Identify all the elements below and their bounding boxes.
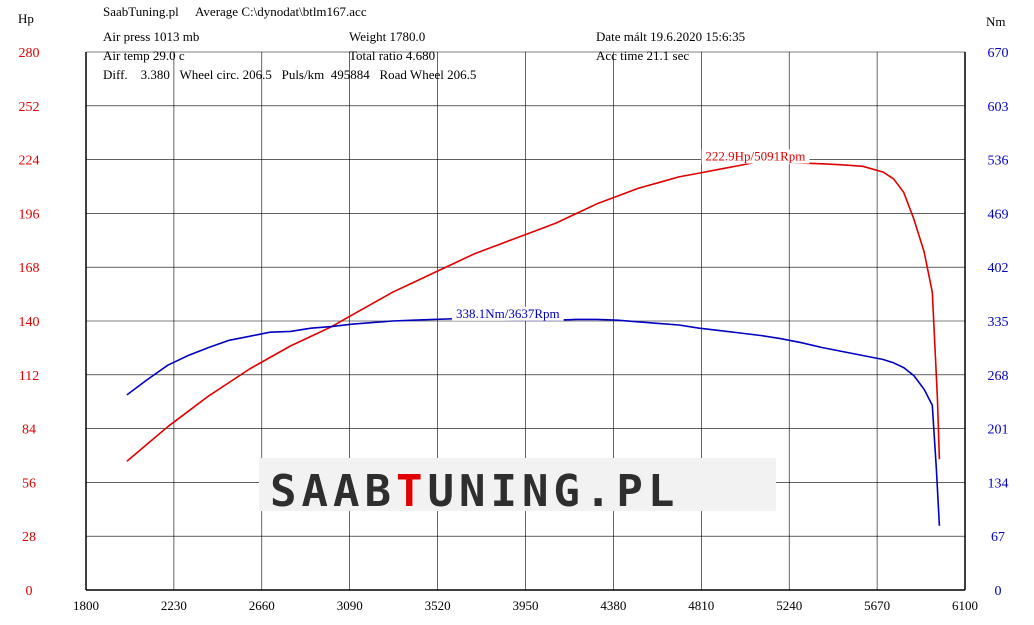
hp-peak-label: 222.9Hp/5091Rpm	[705, 149, 805, 164]
hp-tick-label: 56	[22, 476, 36, 491]
left-axis-unit: Hp	[18, 11, 34, 26]
nm-peak-label-bg	[451, 306, 564, 321]
rpm-tick-label: 3090	[337, 598, 363, 613]
air-press-label: Air press 1013 mb	[103, 29, 199, 44]
hp-tick-label: 224	[19, 154, 40, 169]
nm-tick-label: 67	[991, 530, 1005, 545]
hp-tick-label: 280	[19, 46, 40, 61]
rpm-tick-label: 5670	[864, 598, 890, 613]
hp-tick-label: 84	[22, 423, 36, 438]
watermark-background	[259, 458, 776, 511]
acc-time-label: Acc time 21.1 sec	[596, 48, 689, 63]
nm-tick-label: 603	[988, 100, 1009, 115]
series	[126, 160, 941, 526]
hp-tick-label: 28	[22, 530, 36, 545]
total-ratio-label: Total ratio 4.680	[349, 48, 435, 63]
hp-tick-label: 252	[19, 100, 40, 115]
diff-line-label: Diff. 3.380 Wheel circ. 206.5 Puls/km 49…	[103, 67, 476, 82]
rpm-tick-label: 5240	[776, 598, 802, 613]
hp-tick-label: 0	[26, 584, 33, 599]
hp-tick-label: 112	[19, 369, 39, 384]
header: SaabTuning.pl Average C:\dynodat\btlm167…	[103, 4, 745, 82]
nm-tick-label: 402	[988, 261, 1009, 276]
rpm-tick-label: 2230	[161, 598, 187, 613]
nm-tick-label: 201	[988, 423, 1009, 438]
watermark-t-letter: T	[396, 466, 428, 517]
date-label: Date mált 19.6.2020 15:6:35	[596, 29, 745, 44]
rpm-tick-label: 4380	[600, 598, 626, 613]
hp-tick-label: 196	[19, 207, 40, 222]
tick-labels: 0 28 56 84 112 140 168 196 224 252 280 0 67 134 201 268…	[19, 46, 1009, 613]
watermark-uning: UNING.PL	[427, 466, 679, 517]
rpm-tick-label: 6100	[952, 598, 978, 613]
air-temp-label: Air temp 29.0 c	[103, 48, 185, 63]
rpm-tick-label: 4810	[688, 598, 714, 613]
watermark-text: SAABTUNING.PL	[270, 466, 679, 517]
nm-tick-label: 670	[988, 46, 1009, 61]
weight-label: Weight 1780.0	[349, 29, 425, 44]
hp-tick-label: 168	[19, 261, 40, 276]
nm-tick-label: 268	[988, 369, 1009, 384]
nm-peak-label: 338.1Nm/3637Rpm	[456, 306, 560, 321]
nm-tick-label: 536	[988, 154, 1009, 169]
nm-tick-label: 0	[995, 584, 1002, 599]
right-axis-unit: Nm	[986, 14, 1006, 29]
watermark-saab: SAAB	[270, 466, 396, 517]
hp-tick-label: 140	[19, 315, 40, 330]
saabtuning-watermark-logo: SAABTUNING.PL	[259, 458, 776, 517]
hp-curve	[126, 160, 941, 462]
site-label: SaabTuning.pl	[103, 4, 179, 19]
nm-tick-label: 335	[988, 315, 1009, 330]
nm-tick-label: 469	[988, 207, 1009, 222]
hp-peak-label-bg	[701, 149, 810, 164]
annotations: 222.9Hp/5091Rpm 338.1Nm/3637Rpm	[451, 149, 810, 321]
nm-curve	[126, 317, 941, 526]
rpm-tick-label: 3520	[425, 598, 451, 613]
rpm-tick-label: 2660	[249, 598, 275, 613]
rpm-tick-label: 1800	[73, 598, 99, 613]
average-file-label: Average C:\dynodat\btlm167.acc	[195, 4, 367, 19]
nm-tick-label: 134	[988, 476, 1009, 491]
rpm-tick-label: 3950	[513, 598, 539, 613]
